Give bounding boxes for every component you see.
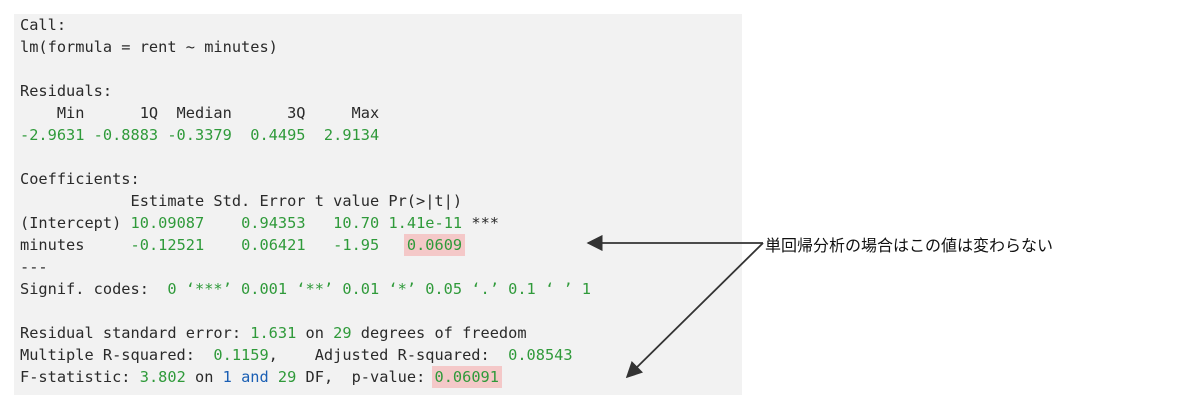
coef-row-minutes: minutes -0.12521 0.06421 -1.95 0.0609 <box>20 234 466 256</box>
rse-label: Residual standard error: <box>20 324 251 342</box>
coef-estimate: 10.09087 <box>130 214 205 232</box>
fstat-label: F-statistic: <box>20 368 140 386</box>
coef-t-value: -1.95 <box>333 236 380 254</box>
residual-standard-error: Residual standard error: 1.631 on 29 deg… <box>20 322 527 344</box>
rse-df: 29 <box>333 324 352 342</box>
arrow-to-f-p-value <box>625 242 764 379</box>
coefficients-header: Estimate Std. Error t value Pr(>|t|) <box>20 192 499 210</box>
rsq-value: 0.1159 <box>213 346 269 364</box>
r-squared: Multiple R-squared: 0.1159, Adjusted R-s… <box>20 344 573 366</box>
signif-values: 0 ‘***’ 0.001 ‘**’ 0.01 ‘*’ 0.05 ‘.’ 0.1… <box>167 280 591 298</box>
coef-name: (Intercept) <box>20 214 122 232</box>
coef-p-value-highlighted: 0.0609 <box>403 234 466 256</box>
adj-rsq-value: 0.08543 <box>508 346 573 364</box>
coefficients-label: Coefficients: <box>20 170 140 188</box>
rsq-label: Multiple R-squared: <box>20 346 214 364</box>
fstat-and: and <box>231 368 278 386</box>
fstat-on: on <box>185 368 223 386</box>
coef-estimate: -0.12521 <box>130 236 205 254</box>
residuals-header: Min 1Q Median 3Q Max <box>20 104 389 122</box>
residuals-label: Residuals: <box>20 82 113 100</box>
rse-suffix: degrees of freedom <box>351 324 527 342</box>
signif-label: Signif. codes: <box>20 280 168 298</box>
fstat-value: 3.802 <box>139 368 186 386</box>
coef-std-error: 0.06421 <box>241 236 306 254</box>
annotation-note: 単回帰分析の場合はこの値は変わらない <box>765 236 1054 255</box>
separator: --- <box>20 258 48 276</box>
coef-std-error: 0.94353 <box>241 214 306 232</box>
fstat-p-value-highlighted: 0.06091 <box>431 366 502 388</box>
rse-value: 1.631 <box>250 324 297 342</box>
coef-row-intercept: (Intercept) 10.09087 0.94353 10.70 1.41e… <box>20 212 499 234</box>
adj-rsq-label: , Adjusted R-squared: <box>268 346 509 364</box>
r-console-output: Call: lm(formula = rent ~ minutes) Resid… <box>14 14 742 395</box>
fstat-df-suffix: DF, p-value: <box>296 368 435 386</box>
residuals-values: -2.9631 -0.8883 -0.3379 0.4495 2.9134 <box>20 126 389 144</box>
coef-stars: *** <box>471 214 499 232</box>
coef-name: minutes <box>20 236 85 254</box>
coef-p-value: 1.41e-11 <box>388 214 463 232</box>
fstat-df1: 1 <box>222 368 232 386</box>
f-statistic: F-statistic: 3.802 on 1 and 29 DF, p-val… <box>20 366 502 388</box>
fstat-df2: 29 <box>277 368 297 386</box>
rse-on: on <box>296 324 334 342</box>
coef-t-value: 10.70 <box>333 214 380 232</box>
signif-codes: Signif. codes: 0 ‘***’ 0.001 ‘**’ 0.01 ‘… <box>20 278 591 300</box>
call-formula: lm(formula = rent ~ minutes) <box>20 38 278 56</box>
call-label: Call: <box>20 16 67 34</box>
